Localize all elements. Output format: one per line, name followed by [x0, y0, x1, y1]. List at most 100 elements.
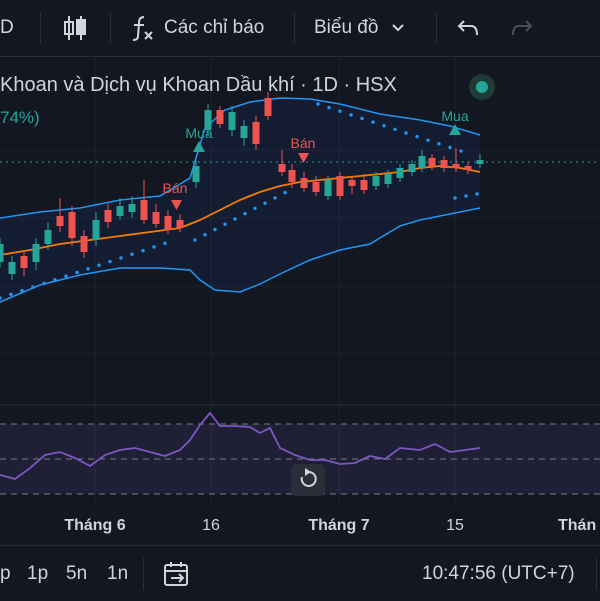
undo-icon — [457, 20, 478, 36]
timeframe-button[interactable]: D — [0, 0, 14, 56]
candle-body — [32, 244, 40, 262]
candle-body — [428, 158, 436, 166]
x-axis-label: 16 — [202, 517, 220, 534]
candle-body — [384, 174, 392, 184]
sar-dot — [75, 270, 79, 275]
sar-dot — [97, 263, 101, 267]
candle-body — [216, 110, 224, 124]
indicators-button[interactable]: Các chỉ báo — [130, 0, 264, 56]
buy-signal-label: Mua — [441, 108, 468, 124]
candle-body — [324, 180, 332, 196]
buy-signal: Mua — [441, 108, 469, 135]
toolbar-divider — [436, 12, 437, 44]
x-axis: Tháng 6 16 Tháng 7 15 Thán — [64, 517, 596, 534]
range-label: p — [0, 562, 11, 584]
range-button[interactable]: p — [0, 546, 11, 601]
go-to-date-button[interactable] — [163, 546, 191, 601]
candle-body — [8, 262, 16, 274]
chart-type-dropdown[interactable]: Biểu đồ — [314, 0, 406, 56]
sar-dot — [338, 109, 342, 113]
candle-body — [116, 206, 124, 216]
candle-body — [452, 164, 460, 168]
sar-dot — [360, 116, 364, 121]
toolbar-divider — [110, 12, 111, 44]
candle-body — [476, 160, 484, 164]
sar-dot — [203, 233, 207, 237]
sar-dot — [327, 105, 331, 110]
timeframe-label: D — [0, 17, 14, 38]
sar-dot — [253, 206, 257, 211]
candle-body — [140, 200, 148, 220]
redo-button[interactable] — [510, 0, 534, 56]
sar-dot — [233, 217, 237, 221]
candle-body — [288, 170, 296, 182]
range-button[interactable]: 1n — [107, 546, 128, 601]
buy-signal-label: Mua — [185, 125, 212, 141]
candle-body — [104, 210, 112, 222]
sell-signal: Bán — [163, 180, 188, 210]
sar-dot — [371, 120, 375, 124]
sar-dot — [20, 289, 24, 293]
bollinger-upper-line — [0, 97, 481, 219]
x-axis-label: Tháng 7 — [308, 517, 369, 534]
candle-body — [80, 236, 88, 252]
candle-body — [20, 256, 28, 268]
buy-arrow — [449, 124, 461, 135]
candlesticks — [0, 92, 484, 280]
chart-type-label: Biểu đồ — [314, 17, 379, 38]
candle-body — [300, 178, 308, 188]
sar-dot — [464, 194, 468, 198]
candle-body — [278, 164, 286, 172]
candle-body — [44, 230, 52, 244]
clock-timezone[interactable]: 10:47:56 (UTC+7) — [422, 546, 575, 601]
calendar-goto-icon — [164, 561, 188, 586]
reset-chart-button[interactable] — [291, 464, 325, 496]
sar-dot — [453, 196, 457, 200]
sell-signal-label: Bán — [163, 180, 188, 196]
sell-arrow — [298, 153, 309, 163]
symbol-legend-title[interactable]: Khoan và Dịch vụ Khoan Dầu khí · 1D · HS… — [0, 74, 397, 96]
chevron-down-icon — [392, 24, 405, 32]
parabolic-sar — [0, 102, 479, 300]
bottom-toolbar: p 1p 5n 1n 10:47:56 (UTC+7) — [0, 545, 600, 601]
x-axis-label: Tháng 6 — [64, 517, 125, 534]
sar-dot — [130, 252, 134, 256]
sar-dot — [459, 149, 463, 153]
range-button[interactable]: 1p — [27, 546, 48, 601]
toolbar-divider — [143, 558, 144, 590]
sar-dot — [152, 245, 156, 249]
function-icon — [132, 16, 153, 41]
candlestick-icon — [64, 16, 86, 40]
candle-body — [372, 176, 380, 186]
sell-signal: Bán — [291, 135, 315, 163]
range-button[interactable]: 5n — [66, 546, 87, 601]
candle-body — [440, 160, 448, 168]
sar-dot — [393, 127, 397, 132]
candle-body — [336, 176, 344, 196]
undo-button[interactable] — [456, 0, 480, 56]
candle-body — [192, 166, 200, 182]
price-chart[interactable]: Mua Bán Bán Mua Tháng 6 16 Tháng 7 15 Th… — [0, 56, 600, 545]
top-toolbar: D Các chỉ báo Biểu đồ — [0, 0, 600, 57]
range-label: 1n — [107, 562, 129, 584]
sar-dot — [415, 134, 419, 139]
candle-body — [264, 98, 272, 116]
sar-dot — [283, 190, 287, 195]
sar-dot — [437, 142, 441, 146]
sar-dot — [263, 201, 267, 205]
candle-body — [240, 126, 248, 138]
sar-dot — [9, 292, 13, 297]
sar-dot — [475, 192, 479, 196]
market-status-indicator[interactable] — [469, 74, 495, 100]
buy-arrow — [193, 141, 205, 152]
sell-arrow — [171, 200, 182, 210]
sar-dot — [193, 238, 197, 242]
candle-body — [312, 182, 320, 192]
toolbar-divider — [596, 558, 597, 590]
candle-body — [252, 122, 260, 144]
sar-dot — [349, 113, 353, 117]
candle-body — [396, 168, 404, 178]
price-change-percent: 74%) — [0, 108, 40, 127]
candle-style-button[interactable] — [62, 0, 88, 56]
toolbar-divider — [294, 12, 295, 44]
